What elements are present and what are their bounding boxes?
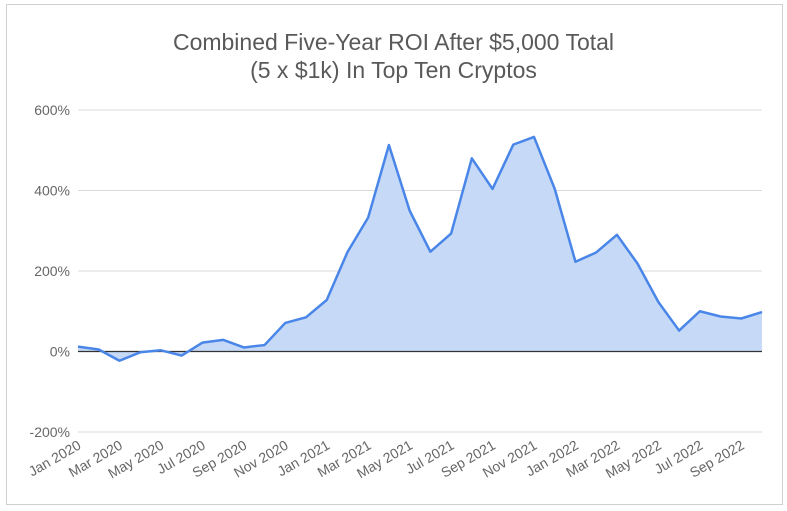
area-fill-group — [78, 136, 762, 361]
series-line-group — [77, 135, 763, 363]
y-tick-label: 600% — [34, 102, 70, 118]
y-tick-label: 400% — [34, 183, 70, 199]
series-area-fill — [78, 136, 762, 361]
chart-title: Combined Five-Year ROI After $5,000 Tota… — [0, 28, 787, 84]
chart-title-line-1: Combined Five-Year ROI After $5,000 Tota… — [172, 29, 615, 55]
y-tick-label: 0% — [50, 344, 70, 360]
y-tick-label: 200% — [34, 263, 70, 279]
y-axis-ticks: -200% 0% 200% 400% 600% — [30, 102, 70, 440]
chart-title-line-2: (5 x $1k) In Top Ten Cryptos — [250, 57, 537, 83]
series-line — [77, 135, 763, 363]
y-tick-label: -200% — [30, 424, 70, 440]
